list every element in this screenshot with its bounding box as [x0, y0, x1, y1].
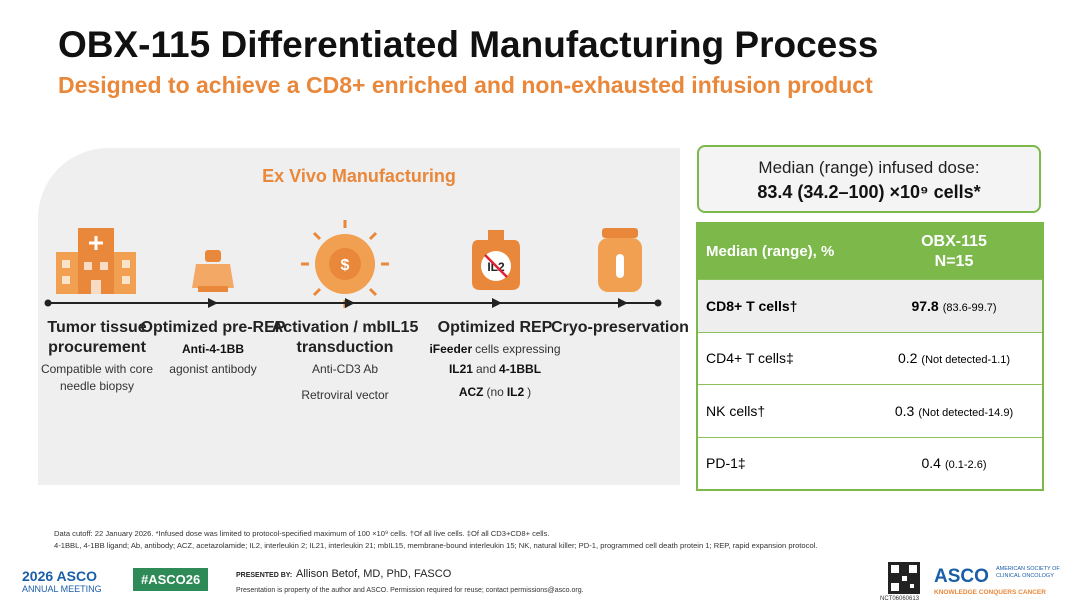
results-table: Median (range), % OBX-115 N=15 CD8+ T cells…: [696, 222, 1044, 491]
range-value: (0.1-2.6): [944, 459, 987, 472]
step-title: Tumor tissue procurement: [47, 319, 147, 356]
header-cell: N=15: [934, 252, 974, 270]
process-step: Cryo-preservation: [545, 318, 695, 338]
table-row: NK cells† 0.3 (Not detected-14.9): [698, 384, 1042, 437]
header-cell-group: OBX-115 N=15: [866, 232, 1042, 272]
dose-box: Median (range) infused dose: 83.4 (34.2–…: [697, 145, 1041, 213]
step-detail: Retroviral vector: [270, 387, 420, 404]
detail-text: agonist antibody: [169, 362, 257, 376]
detail-text: 4-1BBL: [499, 362, 542, 376]
step-title: Cryo-preservation: [551, 319, 689, 336]
row-value: 0.2 (Not detected-1.1): [866, 350, 1042, 366]
detail-text: cells expressing: [475, 342, 561, 356]
step-title: Activation / mbIL15 transduction: [271, 319, 419, 356]
detail-text: Anti-4-1BB: [182, 342, 244, 356]
process-panel: [38, 148, 680, 485]
process-step: Tumor tissue procurement Compatible with …: [22, 318, 172, 395]
process-step: Optimized REP iFeeder cells expressing IL21…: [420, 318, 570, 401]
detail-text: and: [475, 362, 497, 376]
bag-icon: IL2: [472, 230, 520, 290]
detail-text: (no: [486, 385, 504, 399]
range-value: (83.6-99.7): [942, 301, 997, 314]
median-value: 0.4: [921, 455, 941, 472]
slide-title: OBX-115 Differentiated Manufacturing Pro…: [58, 24, 879, 65]
range-value: (Not detected-1.1): [921, 354, 1011, 367]
table-row: CD8+ T cells† 97.8 (83.6-99.7): [698, 279, 1042, 332]
median-value: 0.2: [897, 350, 918, 367]
slide-subtitle: Designed to achieve a CD8+ enriched and …: [58, 72, 873, 98]
table-row: CD4+ T cells‡ 0.2 (Not detected-1.1): [698, 331, 1042, 385]
step-detail: Compatible with core needle biopsy: [22, 361, 172, 395]
row-value: 0.4 (0.1-2.6): [866, 455, 1042, 471]
presenter: Allison Betof, MD, PhD, FASCO: [296, 568, 452, 580]
detail-text: IL21: [448, 362, 473, 376]
hospital-icon: [56, 228, 136, 294]
detail-text: IL2: [506, 385, 525, 399]
notice: Presentation is property of the author a…: [236, 587, 584, 594]
header-cell: Median (range), %: [706, 243, 835, 260]
header-cell: OBX-115: [921, 232, 987, 250]
process-title: Ex Vivo Manufacturing: [262, 166, 456, 186]
timeline-dots: [44, 298, 662, 308]
qr-code: [888, 562, 920, 594]
detail-text: iFeeder: [429, 342, 473, 356]
median-value: 0.3: [894, 402, 915, 419]
step-title: Optimized REP: [437, 319, 553, 336]
meeting-name: ANNUAL MEETING: [22, 584, 102, 594]
row-label: PD-1‡: [706, 455, 746, 472]
device-icon: [192, 250, 234, 292]
row-value: 0.3 (Not detected-14.9): [866, 403, 1042, 419]
range-value: (Not detected-14.9): [918, 406, 1014, 419]
logo-org: AMERICAN SOCIETY OF CLINICAL ONCOLOGY: [996, 566, 1060, 579]
virus-icon: $: [301, 220, 389, 308]
dose-label: Median (range) infused dose:: [758, 158, 980, 177]
table-header: Median (range), % OBX-115 N=15: [698, 224, 1042, 279]
step-title: Optimized pre-REP: [140, 319, 286, 336]
process-step: Optimized pre-REP Anti-4-1BB agonist antib…: [138, 318, 288, 378]
detail-text: Compatible with core needle biopsy: [40, 362, 154, 393]
logo: ASCO: [934, 566, 989, 587]
dose-value: 83.4 (34.2–100) ×10⁹ cells*: [757, 182, 981, 202]
svg-text:$: $: [341, 257, 350, 274]
row-value: 97.8 (83.6-99.7): [866, 298, 1042, 314]
footnote: 4-1BBL, 4-1BB ligand; Ab, antibody; ACZ,…: [54, 541, 818, 550]
row-label: CD4+ T cells‡: [706, 350, 794, 367]
presented-by: PRESENTED BY:: [236, 572, 293, 579]
step-detail: Anti-CD3 Ab: [270, 361, 420, 378]
trial-id: NCT06060613: [880, 596, 920, 602]
detail-text: Retroviral vector: [301, 388, 389, 402]
step-detail: agonist antibody: [138, 361, 288, 378]
table-row: PD-1‡ 0.4 (0.1-2.6): [698, 436, 1042, 490]
hashtag: #ASCO26: [133, 568, 209, 591]
detail-text: ACZ: [458, 385, 484, 399]
median-value: 97.8: [911, 297, 939, 314]
row-label: CD8+ T cells†: [706, 297, 798, 314]
process-step: Activation / mbIL15 transduction Anti-CD3…: [270, 318, 420, 404]
step-detail: iFeeder cells expressing: [420, 341, 570, 358]
row-label: NK cells†: [706, 402, 766, 419]
detail-text: ): [527, 385, 532, 399]
footnote: Data cutoff: 22 January 2026. *Infused d…: [54, 529, 550, 538]
step-detail: Anti-4-1BB: [138, 341, 288, 358]
cryo-icon: [598, 228, 642, 292]
detail-text: Anti-CD3 Ab: [311, 362, 379, 376]
step-detail: IL21 and 4-1BBL: [420, 361, 570, 378]
step-detail: ACZ (no IL2): [420, 384, 570, 401]
meeting-year: 2026 ASCO: [22, 568, 97, 584]
logo-tagline: KNOWLEDGE CONQUERS CANCER: [934, 589, 1046, 596]
process-graphics: $ IL2: [44, 220, 662, 308]
